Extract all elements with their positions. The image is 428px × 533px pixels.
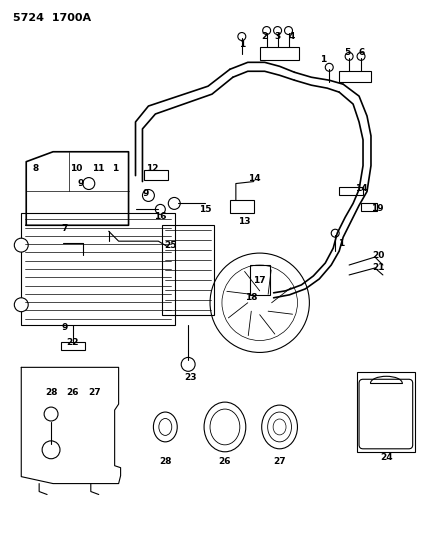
Text: 1: 1 bbox=[113, 164, 119, 173]
Text: 28: 28 bbox=[45, 387, 57, 397]
Text: 23: 23 bbox=[184, 373, 196, 382]
Circle shape bbox=[273, 27, 282, 35]
Bar bbox=[250, 265, 270, 295]
Bar bbox=[230, 200, 254, 213]
Bar bbox=[145, 169, 168, 180]
Circle shape bbox=[357, 52, 365, 60]
Text: 8: 8 bbox=[32, 164, 38, 173]
Text: 22: 22 bbox=[67, 338, 79, 347]
Text: 27: 27 bbox=[273, 457, 286, 466]
Text: 14: 14 bbox=[355, 184, 367, 193]
Text: 9: 9 bbox=[62, 323, 68, 332]
Text: 13: 13 bbox=[238, 217, 250, 226]
Bar bbox=[260, 47, 300, 60]
Text: 1: 1 bbox=[239, 40, 245, 49]
Text: 7: 7 bbox=[62, 224, 68, 233]
Text: 3: 3 bbox=[274, 32, 281, 41]
Text: 18: 18 bbox=[246, 293, 258, 302]
Bar bbox=[339, 71, 371, 82]
Circle shape bbox=[168, 197, 180, 209]
Text: 17: 17 bbox=[253, 277, 266, 285]
Circle shape bbox=[14, 238, 28, 252]
Text: 24: 24 bbox=[380, 453, 392, 462]
Text: 6: 6 bbox=[359, 48, 365, 57]
Text: 5724  1700A: 5724 1700A bbox=[13, 13, 92, 23]
Circle shape bbox=[181, 358, 195, 372]
Circle shape bbox=[143, 190, 155, 201]
Text: 16: 16 bbox=[154, 212, 166, 221]
Circle shape bbox=[42, 441, 60, 459]
Bar bbox=[361, 204, 377, 212]
Text: 5: 5 bbox=[344, 48, 350, 57]
Bar bbox=[21, 213, 175, 325]
Text: 9: 9 bbox=[78, 179, 84, 188]
Text: 26: 26 bbox=[219, 457, 231, 466]
Text: 10: 10 bbox=[70, 164, 82, 173]
Bar bbox=[357, 373, 415, 452]
Text: 2: 2 bbox=[262, 32, 268, 41]
Text: 26: 26 bbox=[67, 387, 79, 397]
Text: 14: 14 bbox=[248, 174, 261, 183]
Circle shape bbox=[83, 177, 95, 190]
Text: 1: 1 bbox=[338, 239, 344, 248]
Text: 19: 19 bbox=[371, 204, 383, 213]
Bar bbox=[339, 187, 363, 196]
Circle shape bbox=[331, 229, 339, 237]
Text: 21: 21 bbox=[373, 263, 385, 272]
Text: 15: 15 bbox=[199, 205, 211, 214]
Text: 25: 25 bbox=[164, 240, 176, 249]
Circle shape bbox=[44, 407, 58, 421]
Text: 9: 9 bbox=[142, 189, 149, 198]
Text: 11: 11 bbox=[92, 164, 105, 173]
Text: 28: 28 bbox=[159, 457, 172, 466]
Text: 27: 27 bbox=[89, 387, 101, 397]
Text: 20: 20 bbox=[373, 251, 385, 260]
Bar bbox=[61, 342, 85, 351]
Text: 12: 12 bbox=[146, 164, 159, 173]
Circle shape bbox=[345, 52, 353, 60]
Circle shape bbox=[155, 205, 165, 214]
Text: 1: 1 bbox=[320, 55, 327, 64]
Circle shape bbox=[325, 63, 333, 71]
Circle shape bbox=[238, 33, 246, 41]
Bar bbox=[162, 225, 214, 314]
Circle shape bbox=[14, 298, 28, 312]
Text: 4: 4 bbox=[288, 32, 295, 41]
Circle shape bbox=[285, 27, 292, 35]
Circle shape bbox=[263, 27, 270, 35]
